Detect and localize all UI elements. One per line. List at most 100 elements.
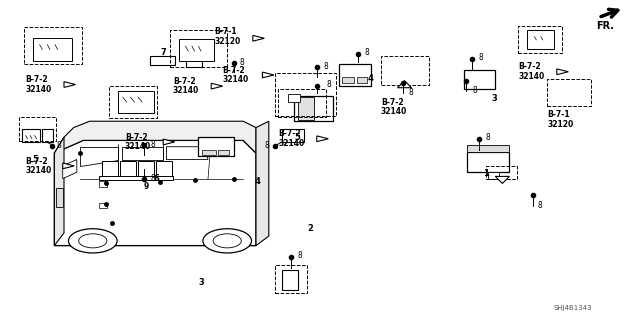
Polygon shape [166, 147, 208, 160]
Text: 8: 8 [240, 58, 244, 67]
Text: 9: 9 [143, 182, 148, 191]
Text: 32140: 32140 [278, 139, 305, 148]
Text: 32140: 32140 [381, 107, 407, 116]
Circle shape [68, 229, 117, 253]
Polygon shape [80, 147, 118, 166]
Bar [488, 172, 499, 179]
Circle shape [213, 234, 241, 248]
Bar [19, 117, 56, 141]
Bar [275, 265, 307, 293]
Text: 8: 8 [323, 62, 328, 70]
Bar [170, 30, 227, 67]
Text: 7: 7 [161, 48, 166, 57]
Text: 8: 8 [298, 251, 302, 260]
Text: 8: 8 [479, 53, 483, 62]
Text: B-7-2: B-7-2 [381, 98, 403, 107]
Text: 8: 8 [485, 133, 490, 142]
Bar [288, 94, 300, 102]
Text: 8: 8 [56, 141, 61, 150]
Text: 32140: 32140 [26, 85, 52, 94]
Bar [42, 129, 53, 142]
Text: 8: 8 [150, 174, 155, 183]
Bar [99, 181, 107, 187]
Bar [138, 161, 154, 179]
Bar [547, 79, 591, 106]
Text: B-7-1: B-7-1 [214, 27, 237, 36]
Text: 8: 8 [365, 48, 369, 57]
Polygon shape [63, 163, 74, 169]
Bar [467, 152, 509, 172]
Polygon shape [262, 72, 274, 78]
Text: FR.: FR. [596, 21, 614, 31]
Text: 8: 8 [538, 201, 542, 210]
Polygon shape [64, 82, 76, 87]
Text: 32120: 32120 [214, 37, 241, 46]
Polygon shape [397, 81, 412, 88]
Bar [278, 89, 326, 117]
Bar [56, 188, 63, 207]
Text: 8: 8 [150, 140, 155, 149]
Text: B-7-1
32120: B-7-1 32120 [547, 110, 573, 130]
Bar [156, 161, 172, 179]
Text: SHJ4B1343: SHJ4B1343 [554, 305, 592, 311]
Bar [102, 161, 118, 179]
Bar [33, 38, 72, 61]
Bar [120, 161, 136, 179]
Text: 5: 5 [32, 155, 38, 164]
Bar [464, 70, 495, 89]
Bar [198, 137, 234, 156]
Polygon shape [253, 35, 264, 41]
Circle shape [79, 234, 107, 248]
Polygon shape [163, 139, 175, 145]
Polygon shape [495, 176, 509, 183]
Text: 8: 8 [472, 86, 477, 95]
Text: 8: 8 [408, 88, 413, 97]
Bar [342, 77, 354, 83]
Bar [99, 203, 107, 208]
Polygon shape [54, 140, 256, 246]
Text: B-7-2: B-7-2 [173, 77, 195, 86]
Text: B-7-2: B-7-2 [26, 75, 48, 84]
Text: B-7-2: B-7-2 [125, 133, 147, 142]
Text: 32140: 32140 [173, 86, 199, 95]
Text: B-7-2: B-7-2 [26, 157, 48, 166]
Bar [150, 56, 175, 65]
Text: B-7-2: B-7-2 [518, 63, 541, 71]
Bar [99, 176, 173, 180]
Bar [24, 27, 82, 64]
Bar [218, 150, 229, 155]
Text: 2: 2 [307, 224, 314, 233]
Text: 8: 8 [264, 141, 269, 150]
Bar [298, 97, 314, 120]
Polygon shape [63, 160, 77, 179]
Text: 6: 6 [154, 174, 160, 183]
Circle shape [203, 229, 252, 253]
Text: 4: 4 [255, 177, 260, 186]
Text: 4: 4 [368, 74, 374, 83]
Bar [109, 86, 157, 118]
Text: 3: 3 [199, 278, 204, 287]
Text: B-7-2: B-7-2 [223, 66, 245, 75]
Polygon shape [211, 83, 223, 89]
Bar [486, 166, 517, 179]
Text: 32140: 32140 [26, 166, 52, 175]
Bar [275, 73, 336, 116]
Text: B-7-2: B-7-2 [278, 130, 301, 138]
Text: 3: 3 [492, 94, 497, 103]
Bar [22, 129, 40, 142]
Bar [202, 150, 216, 155]
Bar [339, 64, 371, 86]
Bar [527, 30, 554, 49]
Text: 32140: 32140 [125, 142, 151, 151]
Bar [357, 77, 367, 83]
Bar [179, 39, 214, 61]
Polygon shape [256, 121, 269, 246]
Bar [467, 145, 509, 152]
Polygon shape [317, 136, 328, 142]
Bar [294, 96, 333, 121]
Text: 5: 5 [294, 133, 300, 142]
Polygon shape [54, 137, 64, 246]
Bar [381, 56, 429, 85]
Text: 32140: 32140 [518, 72, 545, 81]
Polygon shape [557, 69, 568, 75]
